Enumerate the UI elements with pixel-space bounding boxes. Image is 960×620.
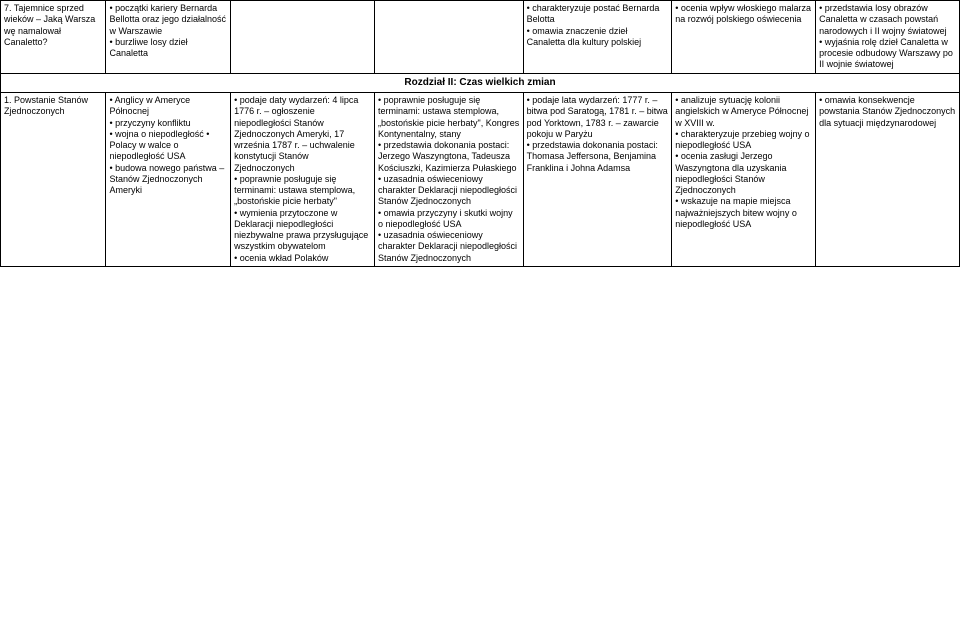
cell-content: • Anglicy w Ameryce Północnej • przyczyn… <box>106 93 231 267</box>
section-title: Rozdział II: Czas wielkich zmian <box>1 73 960 93</box>
cell-topic: 7. Tajemnice sprzed wieków – Jaką Warsza… <box>1 1 106 74</box>
curriculum-table: 7. Tajemnice sprzed wieków – Jaką Warsza… <box>0 0 960 267</box>
cell-content: • poprawnie posługuje się terminami: ust… <box>374 93 523 267</box>
cell-content <box>374 1 523 74</box>
cell-content: • charakteryzuje postać Bernarda Belotta… <box>523 1 672 74</box>
table-row: 1. Powstanie Stanów Zjednoczonych • Angl… <box>1 93 960 267</box>
cell-content: • omawia konsekwencje powstania Stanów Z… <box>816 93 960 267</box>
cell-content: • ocenia wpływ włoskiego malarza na rozw… <box>672 1 816 74</box>
cell-content: • podaje lata wydarzeń: 1777 r. – bitwa … <box>523 93 672 267</box>
cell-content: • podaje daty wydarzeń: 4 lipca 1776 r. … <box>231 93 375 267</box>
cell-content: • analizuje sytuację kolonii angielskich… <box>672 93 816 267</box>
section-header-row: Rozdział II: Czas wielkich zmian <box>1 73 960 93</box>
cell-content: • początki kariery Bernarda Bellotta ora… <box>106 1 231 74</box>
cell-content <box>231 1 375 74</box>
table-row: 7. Tajemnice sprzed wieków – Jaką Warsza… <box>1 1 960 74</box>
cell-topic: 1. Powstanie Stanów Zjednoczonych <box>1 93 106 267</box>
cell-content: • przedstawia losy obrazów Canaletta w c… <box>816 1 960 74</box>
